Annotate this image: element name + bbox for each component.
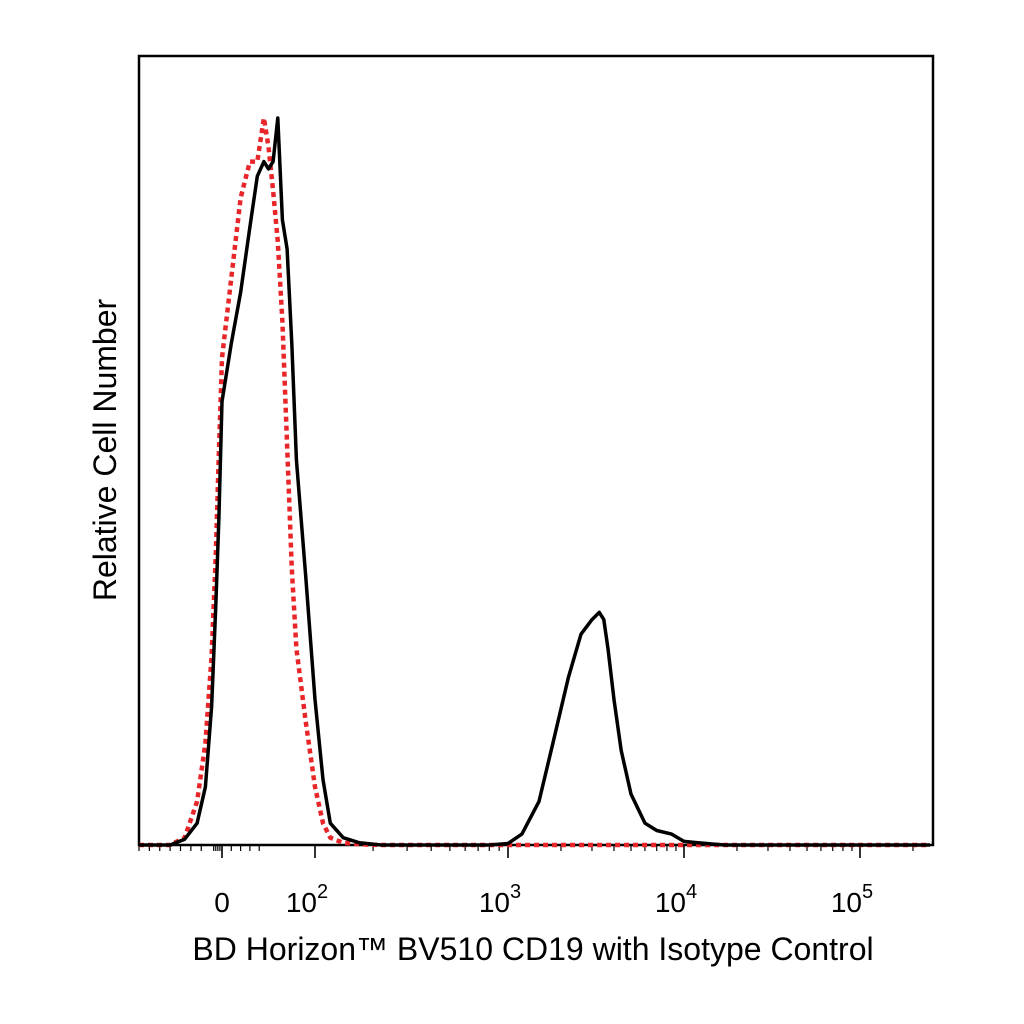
x-tick-label: 103	[479, 881, 521, 918]
x-axis-label: BD Horizon™ BV510 CD19 with Isotype Cont…	[192, 931, 873, 967]
y-axis-label: Relative Cell Number	[87, 298, 123, 601]
x-tick-labels: 0 102 103 104 105	[214, 881, 873, 918]
series-line-stained	[139, 116, 930, 847]
x-tick-label: 102	[286, 881, 328, 918]
major-ticks	[221, 845, 861, 858]
minor-ticks	[138, 845, 914, 851]
x-tick-label: 104	[655, 881, 697, 918]
series-layer	[139, 115, 930, 848]
series-line-isotype	[139, 115, 930, 848]
x-tick-label: 105	[831, 881, 873, 918]
x-tick-label: 0	[214, 887, 230, 918]
